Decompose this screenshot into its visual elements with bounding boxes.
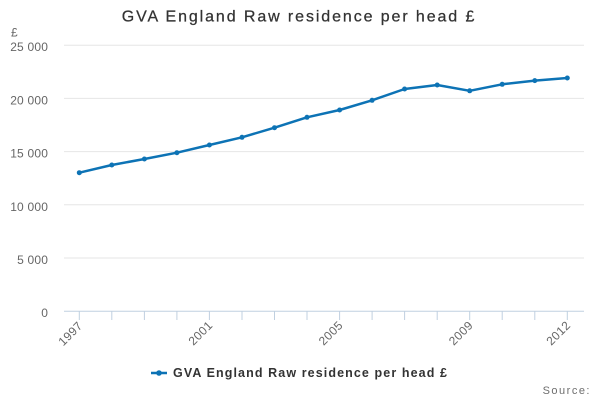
svg-text:0: 0	[41, 306, 48, 320]
svg-text:Source:: Source:	[543, 385, 591, 397]
svg-text:5 000: 5 000	[17, 253, 48, 267]
svg-text:15 000: 15 000	[10, 147, 48, 161]
svg-text:20 000: 20 000	[10, 93, 48, 107]
svg-text:10 000: 10 000	[10, 200, 48, 214]
svg-text:GVA England Raw residence per: GVA England Raw residence per head £	[122, 9, 477, 26]
svg-text:GVA England Raw residence per: GVA England Raw residence per head £	[173, 366, 448, 380]
svg-text:£: £	[11, 26, 18, 40]
svg-text:25 000: 25 000	[10, 40, 48, 54]
